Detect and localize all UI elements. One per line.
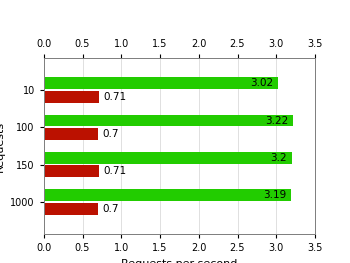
Bar [44, 128, 98, 140]
X-axis label: Requests per second: Requests per second [121, 259, 238, 263]
Text: 0.7: 0.7 [103, 204, 119, 214]
Y-axis label: Requests: Requests [0, 120, 5, 171]
Text: 3.02: 3.02 [250, 78, 273, 88]
Text: 3.19: 3.19 [263, 190, 286, 200]
Bar [44, 203, 98, 215]
Text: 3.22: 3.22 [265, 115, 289, 125]
Bar [44, 152, 292, 164]
Bar [44, 91, 99, 103]
Bar [44, 165, 99, 177]
Bar [44, 77, 278, 89]
Bar [44, 115, 293, 127]
Bar [44, 189, 291, 201]
Text: 0.71: 0.71 [104, 166, 127, 176]
Text: 0.71: 0.71 [104, 92, 127, 102]
Text: 3.2: 3.2 [271, 153, 287, 163]
Text: 0.7: 0.7 [103, 129, 119, 139]
